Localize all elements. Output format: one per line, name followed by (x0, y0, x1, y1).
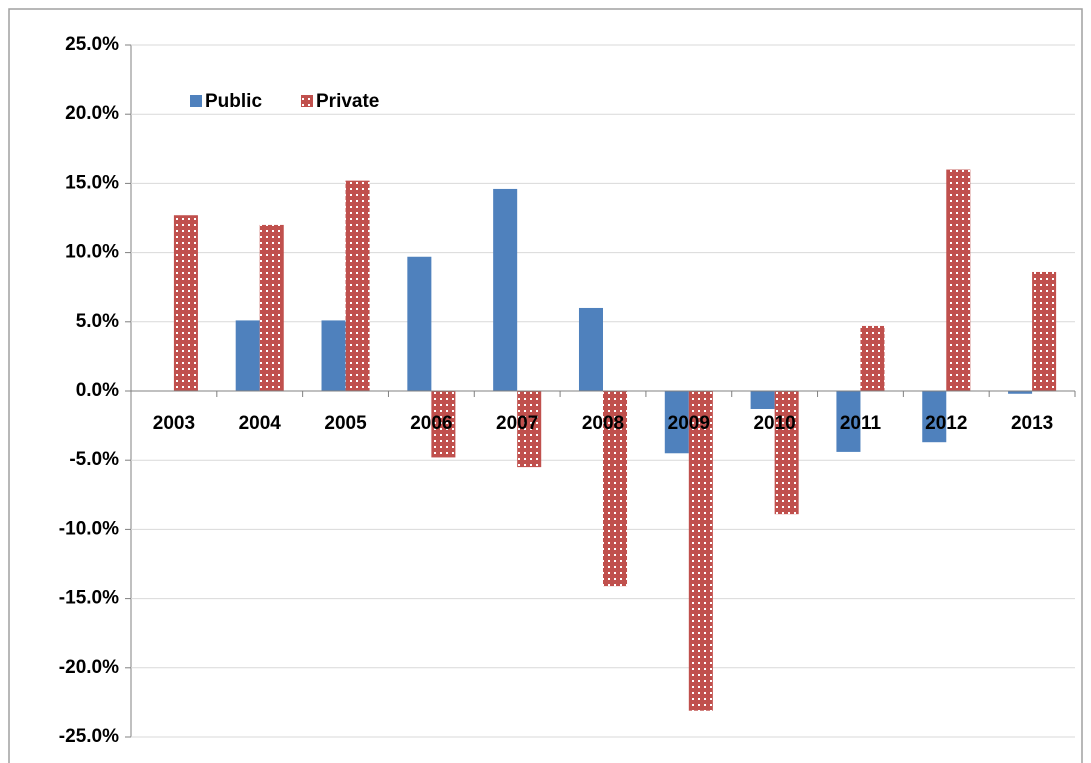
y-tick-label: 25.0% (65, 34, 119, 55)
legend-label: Private (316, 91, 379, 112)
bar (774, 391, 799, 515)
bar (603, 391, 628, 587)
bar (860, 325, 885, 391)
bar (517, 391, 542, 468)
x-tick-label: 2012 (925, 413, 967, 434)
y-tick-label: -15.0% (59, 588, 119, 609)
bar (1032, 271, 1057, 391)
bar (431, 391, 456, 458)
x-tick-label: 2003 (153, 413, 195, 434)
bar (578, 307, 603, 391)
y-tick-label: 5.0% (76, 311, 119, 332)
y-tick-label: -10.0% (59, 518, 119, 539)
bar (750, 391, 775, 409)
bar (407, 256, 432, 391)
x-tick-label: 2011 (840, 413, 882, 434)
x-tick-label: 2006 (410, 413, 452, 434)
bar (321, 320, 346, 391)
bar (688, 391, 713, 711)
legend-swatch (190, 95, 202, 107)
bar (946, 169, 971, 391)
y-tick-label: -20.0% (59, 657, 119, 678)
x-tick-label: 2008 (582, 413, 624, 434)
legend-label: Public (205, 91, 262, 112)
bar (259, 224, 284, 391)
legend-swatch (301, 95, 313, 107)
bar (1008, 391, 1033, 394)
bar (235, 320, 260, 391)
x-tick-label: 2004 (239, 413, 282, 434)
y-tick-label: 15.0% (65, 172, 119, 193)
x-tick-label: 2007 (496, 413, 538, 434)
y-tick-label: 0.0% (76, 380, 119, 401)
y-tick-label: -5.0% (69, 449, 119, 470)
x-tick-label: 2010 (753, 413, 795, 434)
bar (173, 215, 198, 391)
x-tick-label: 2005 (324, 413, 367, 434)
bar (664, 391, 689, 454)
y-tick-label: -25.0% (59, 726, 119, 747)
bar (345, 180, 370, 391)
bar (922, 391, 947, 443)
bar (836, 391, 861, 452)
bar (493, 188, 518, 391)
y-tick-label: 10.0% (65, 242, 119, 263)
x-tick-label: 2013 (1011, 413, 1053, 434)
x-tick-label: 2009 (668, 413, 710, 434)
chart-border (8, 8, 1083, 763)
y-tick-label: 20.0% (65, 103, 119, 124)
